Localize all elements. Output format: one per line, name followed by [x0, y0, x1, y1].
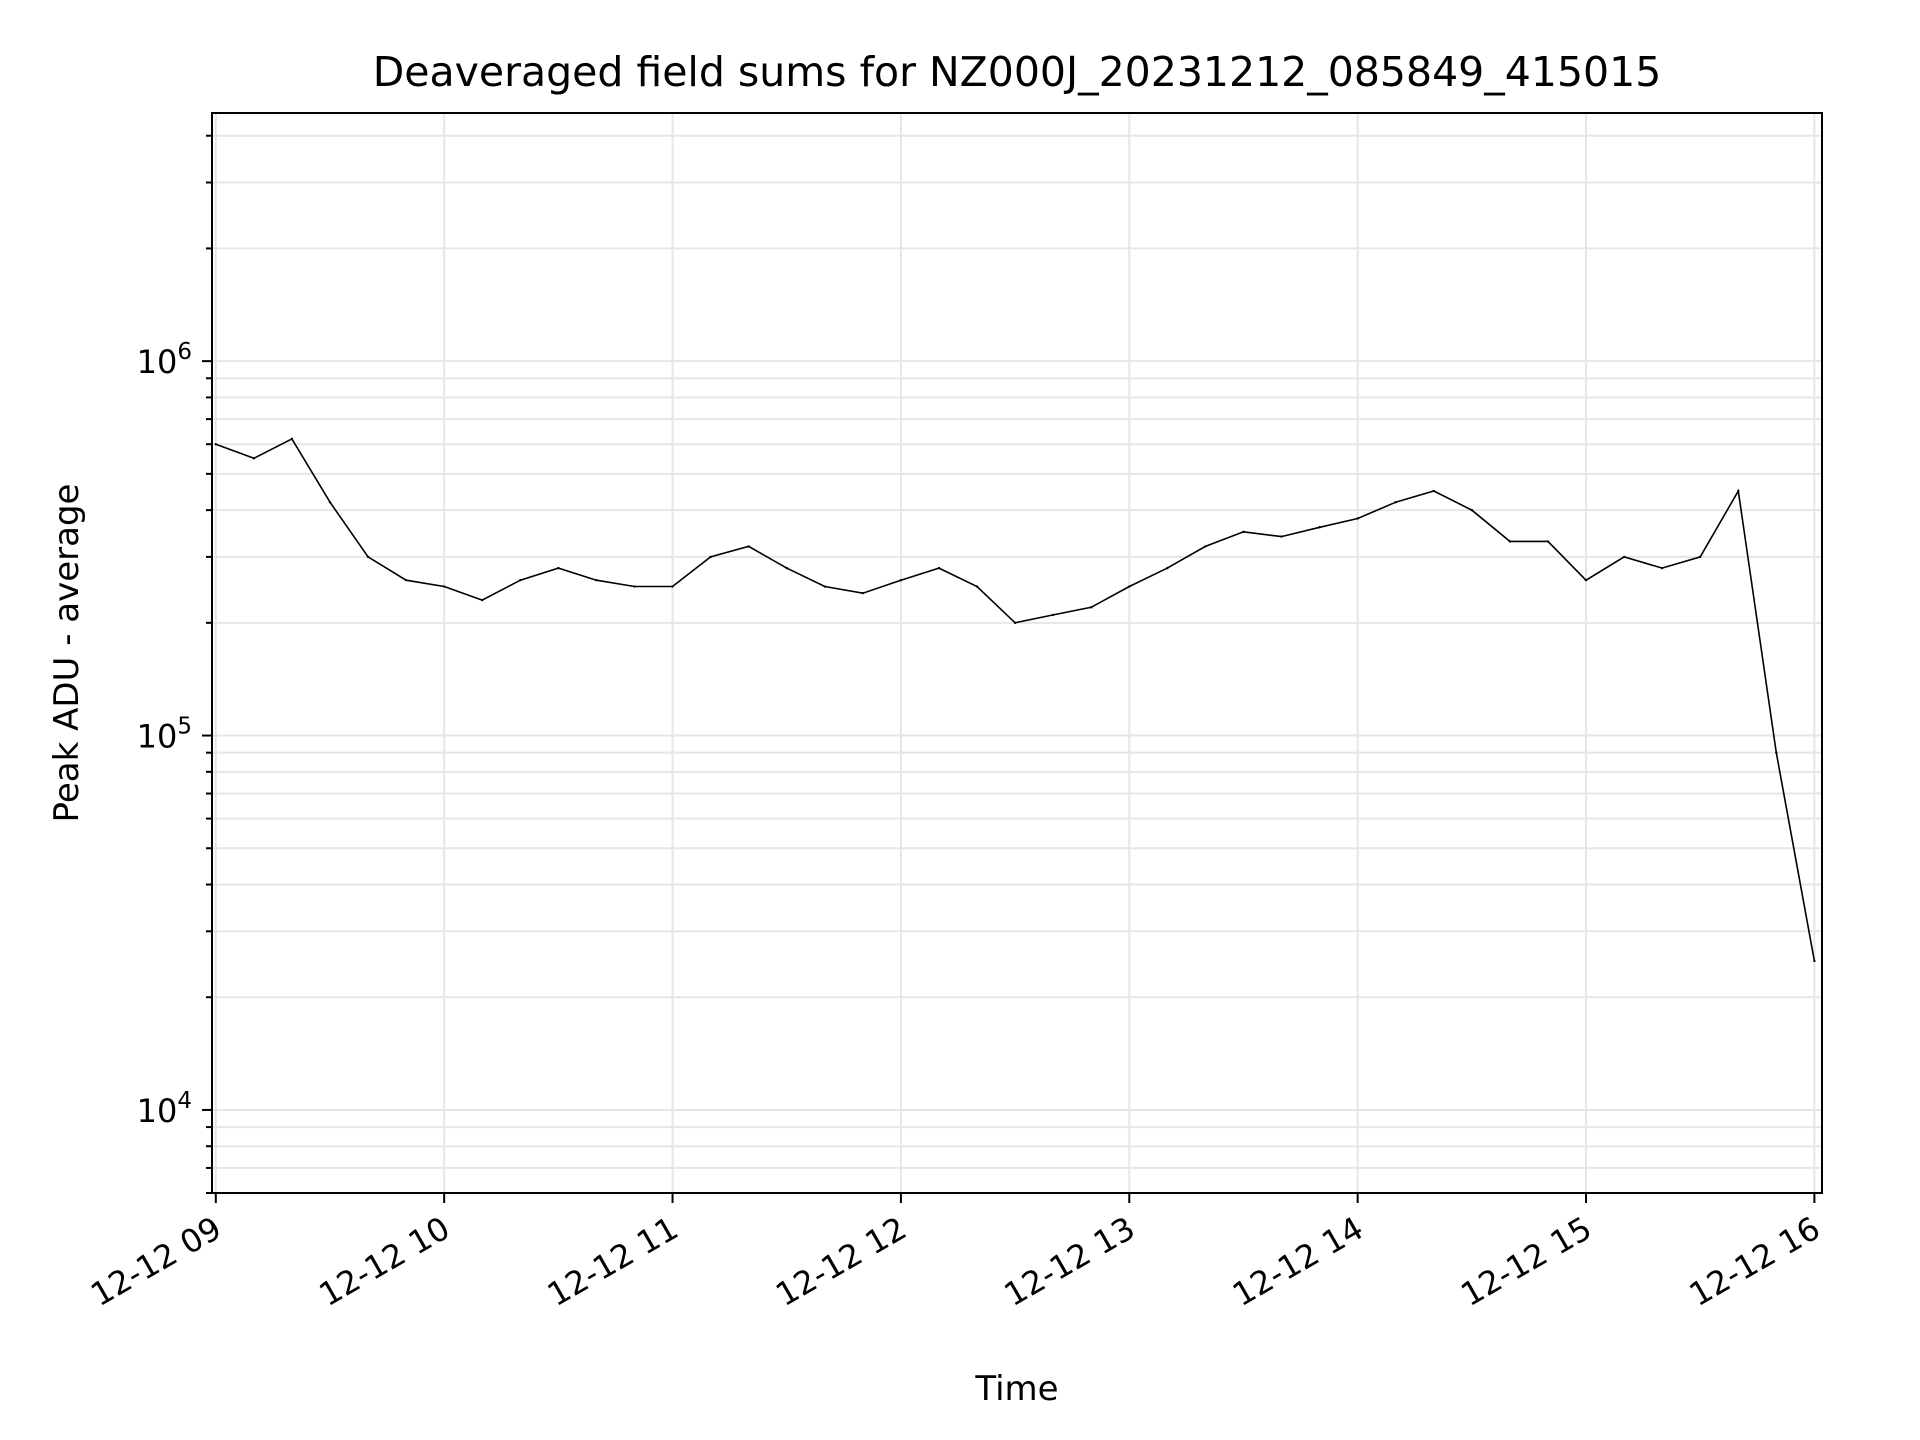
data-point	[823, 585, 826, 588]
data-point	[1356, 517, 1359, 520]
data-point	[671, 585, 674, 588]
data-point	[481, 598, 484, 602]
grid	[212, 113, 1822, 1194]
data-point	[1622, 555, 1626, 559]
x-tick-label: 12-12 11	[541, 1209, 685, 1314]
data-point	[366, 555, 370, 559]
ticks: 104 105 106 12-12 09 12-12 10 12-12 11 12-12 1…	[84, 134, 1827, 1314]
data-point	[1699, 555, 1702, 559]
data-point	[1432, 489, 1435, 493]
data-line	[214, 437, 1816, 963]
x-tick-label: 12-12 12	[769, 1209, 913, 1314]
series-line	[215, 437, 1816, 962]
data-point	[785, 566, 788, 570]
x-tick-label: 12-12 14	[1226, 1209, 1370, 1314]
data-point	[1013, 621, 1017, 625]
data-point	[519, 578, 522, 582]
data-point	[1737, 489, 1740, 493]
data-point	[861, 591, 865, 595]
x-tick-label: 12-12 09	[84, 1209, 228, 1314]
data-point	[1584, 578, 1588, 582]
x-tick-label: 12-12 10	[313, 1209, 457, 1314]
data-point	[1280, 535, 1283, 538]
data-point	[557, 566, 560, 570]
data-point	[1128, 585, 1131, 588]
data-point	[1660, 566, 1664, 570]
x-tick-label: 12-12 16	[1683, 1209, 1827, 1314]
data-point	[404, 578, 408, 582]
x-axis-label: Time	[974, 1369, 1058, 1409]
data-point	[975, 585, 979, 588]
data-point	[1508, 540, 1512, 543]
x-tick-label: 12-12 15	[1454, 1209, 1598, 1314]
data-point	[1204, 545, 1207, 548]
data-point	[290, 437, 294, 441]
y-tick-label: 105	[137, 714, 192, 756]
data-point	[899, 578, 903, 582]
data-point	[709, 555, 712, 559]
data-point	[633, 585, 636, 588]
data-point	[328, 500, 332, 504]
data-point	[595, 578, 598, 582]
data-point	[1166, 566, 1169, 570]
data-point	[1051, 613, 1055, 617]
data-point	[214, 442, 218, 446]
chart-title: Deaveraged field sums for NZ000J_2023121…	[373, 48, 1662, 96]
data-point	[442, 585, 446, 588]
data-point	[252, 457, 256, 460]
y-tick-label: 106	[137, 339, 192, 381]
data-point	[937, 566, 941, 570]
data-point	[1546, 540, 1550, 543]
data-point	[1813, 959, 1816, 963]
plot-frame	[211, 112, 1823, 1194]
data-point	[1090, 606, 1093, 609]
data-point	[1242, 530, 1245, 534]
y-tick-label: 104	[137, 1088, 192, 1130]
x-tick-label: 12-12 13	[998, 1209, 1142, 1314]
y-axis-label: Peak ADU - average	[47, 484, 87, 823]
data-point	[1775, 751, 1778, 754]
data-point	[1318, 526, 1321, 529]
data-point	[747, 545, 750, 548]
data-point	[1394, 500, 1397, 504]
data-point	[1470, 508, 1474, 512]
